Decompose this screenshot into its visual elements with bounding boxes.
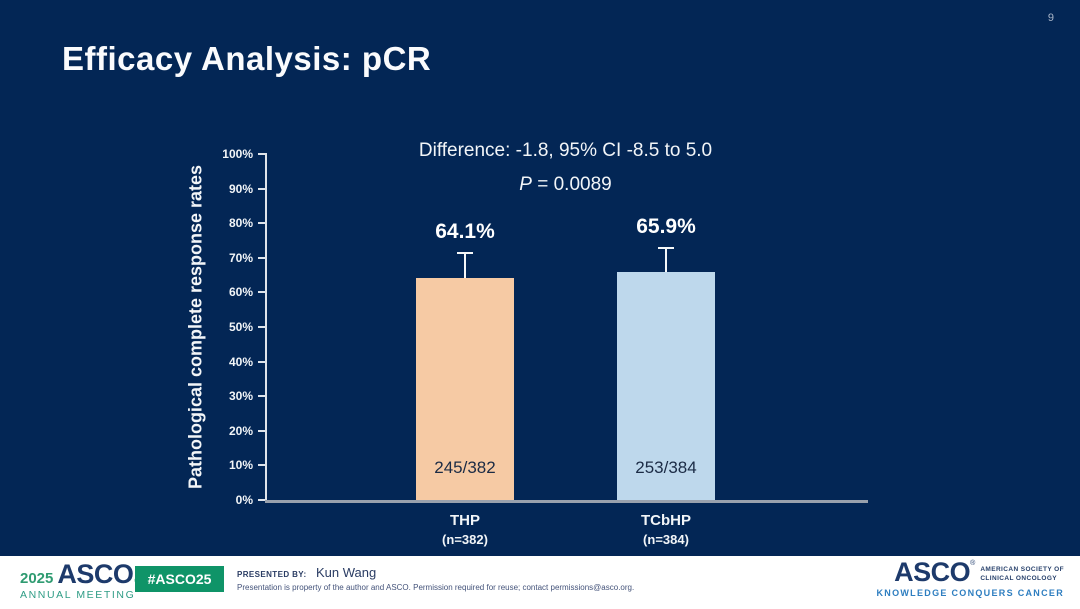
p-value: = 0.0089 [531, 174, 612, 195]
error-bar-cap-top [658, 247, 674, 250]
society-name-line1: AMERICAN SOCIETY OF [980, 566, 1064, 573]
x-tick-label-thp: THP (n=382) [380, 512, 550, 547]
bar-value-label-thp: 64.1% [435, 219, 495, 243]
p-value-annotation: P = 0.0089 [265, 174, 866, 196]
bar-tcbhp: 253/384 [617, 272, 715, 500]
presented-by-label: PRESENTED BY: [237, 570, 307, 579]
y-tick-mark [258, 360, 267, 363]
presenter-name: Kun Wang [315, 565, 377, 580]
y-tick-label: 30% [228, 389, 253, 404]
footer-bar: 2025 ASCO ® ANNUAL MEETING #ASCO25 PRESE… [0, 556, 1080, 609]
difference-annotation: Difference: -1.8, 95% CI -8.5 to 5.0 [418, 140, 713, 161]
meeting-name: ANNUAL MEETING [20, 589, 136, 601]
hashtag-badge: #ASCO25 [135, 566, 224, 592]
y-tick-mark [258, 395, 267, 398]
y-tick-mark [258, 429, 267, 432]
p-symbol: P [519, 174, 532, 195]
y-tick-mark [258, 256, 267, 259]
society-name: AMERICAN SOCIETY OF CLINICAL ONCOLOGY [980, 565, 1064, 583]
x-axis-line [265, 500, 868, 503]
category-n: (n=382) [442, 532, 488, 547]
page-number: 9 [1047, 12, 1054, 24]
meeting-org: ASCO [57, 559, 134, 589]
bar-thp: 245/382 [416, 278, 514, 500]
registered-mark: ® [970, 560, 976, 567]
error-bar-line [665, 247, 667, 296]
page-title: Efficacy Analysis: pCR [62, 40, 432, 77]
y-tick-label: 60% [228, 285, 253, 300]
y-tick-label: 80% [228, 216, 253, 231]
y-tick-mark [258, 291, 267, 294]
asco-annual-meeting-logo: 2025 ASCO ® ANNUAL MEETING [20, 561, 140, 601]
y-tick-mark [258, 464, 267, 467]
y-tick-label: 90% [228, 181, 253, 196]
y-tick-label: 40% [228, 354, 253, 369]
error-bar-line [464, 251, 466, 300]
y-tick-mark [258, 222, 267, 225]
y-tick-mark [258, 499, 267, 501]
y-tick-label: 100% [222, 147, 253, 161]
x-tick-label-tcbhp: TCbHP (n=384) [581, 512, 751, 547]
category-n: (n=384) [643, 532, 689, 547]
y-tick-label: 0% [235, 493, 253, 507]
category-name: TCbHP [641, 512, 691, 529]
y-tick-mark [258, 187, 267, 190]
y-tick-mark [258, 153, 267, 155]
asco-wordmark: ASCO [894, 557, 971, 587]
meeting-year: 2025 [20, 570, 54, 587]
plot-area: 0% 10% 20% 30% 40% 50% 60% 70% 80% 90% 100% 64.1% … [222, 147, 868, 547]
category-name: THP [450, 512, 480, 529]
y-axis-label: Pathological complete response rates [185, 164, 206, 490]
presented-by: PRESENTED BY: Kun Wang [237, 564, 376, 582]
y-tick-label: 70% [228, 250, 253, 265]
bar-group-thp: 64.1% 245/382 THP (n=382) [416, 154, 514, 547]
y-tick-label: 10% [228, 458, 253, 473]
copyright-disclaimer: Presentation is property of the author a… [237, 583, 635, 592]
asco-society-logo: ASCO ® AMERICAN SOCIETY OF CLINICAL ONCO… [876, 559, 1064, 598]
chart-annotation: Difference: -1.8, 95% CI -8.5 to 5.0 P =… [265, 140, 866, 196]
bar-value-label-tcbhp: 65.9% [636, 215, 696, 239]
y-tick-label: 20% [228, 423, 253, 438]
bar-count-label-tcbhp: 253/384 [635, 458, 697, 477]
y-tick-label: 50% [228, 320, 253, 334]
error-bar-cap-top [457, 251, 473, 254]
bar-group-tcbhp: 65.9% 253/384 TCbHP (n=384) [617, 154, 715, 547]
asco-tagline: KNOWLEDGE CONQUERS CANCER [876, 588, 1064, 598]
y-tick-mark [258, 326, 267, 328]
bar-count-label-thp: 245/382 [434, 458, 496, 477]
society-name-line2: CLINICAL ONCOLOGY [980, 575, 1058, 583]
